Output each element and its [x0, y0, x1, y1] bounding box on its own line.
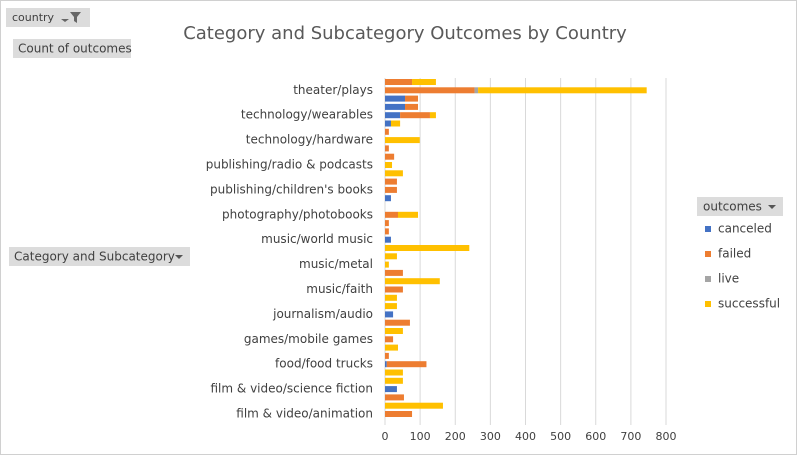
y-tick-label: theater/plays	[293, 83, 373, 97]
legend-label: successful	[718, 297, 780, 311]
bar-segment	[385, 220, 389, 227]
bar-segment	[385, 319, 410, 326]
bar-segment	[385, 411, 413, 417]
y-tick-label: music/faith	[306, 282, 373, 296]
legend-swatch	[705, 226, 711, 232]
values-label: Count of outcomes	[18, 42, 132, 56]
y-tick-label: film & video/animation	[236, 407, 373, 421]
bar-segment	[385, 245, 470, 251]
legend-swatch	[705, 301, 711, 307]
values-button[interactable]	[13, 39, 131, 58]
y-tick-label: music/world music	[261, 232, 373, 246]
bar-segment	[385, 336, 394, 343]
bar-segment	[412, 79, 436, 85]
x-tick-label: 400	[515, 430, 536, 443]
filter-button[interactable]	[6, 8, 90, 27]
x-tick-label: 800	[656, 430, 677, 443]
bar-segment	[385, 386, 397, 393]
y-tick-label: food/food trucks	[275, 357, 373, 371]
legend-button[interactable]	[697, 197, 783, 216]
bar-segment	[385, 228, 389, 235]
bar-segment	[385, 236, 391, 243]
legend-label: failed	[718, 247, 751, 261]
bar-segment	[385, 253, 397, 260]
dropdown-arrow	[768, 205, 776, 209]
bar-segment	[385, 269, 403, 276]
bar-segment	[385, 361, 387, 368]
x-tick-label: 100	[410, 430, 431, 443]
bar-segment	[385, 286, 403, 293]
bar-segment	[385, 79, 413, 85]
legend-field-label: outcomes	[703, 200, 762, 214]
bar-segment	[385, 328, 403, 334]
bar-segment	[474, 87, 479, 94]
y-tick-label: publishing/radio & podcasts	[206, 158, 373, 172]
x-tick-label: 600	[585, 430, 606, 443]
legend-swatch	[705, 276, 711, 282]
row-field-label: Category and Subcategory	[14, 250, 175, 264]
bar-segment	[385, 162, 393, 168]
bar-segment	[386, 361, 427, 368]
bar-segment	[385, 402, 443, 409]
bar-segment	[385, 112, 401, 119]
bar-segment	[385, 87, 475, 94]
legend-label: canceled	[718, 222, 772, 236]
bar-segment	[385, 195, 391, 202]
filter-icon	[61, 12, 81, 23]
bar-segment	[385, 95, 406, 102]
y-tick-label: journalism/audio	[272, 307, 373, 321]
bar-segment	[385, 352, 389, 359]
bar-segment	[405, 95, 419, 102]
bar-segment	[385, 369, 403, 376]
bar-segment	[385, 120, 391, 127]
bar-segment	[385, 137, 420, 144]
legend-swatch	[705, 251, 711, 257]
bar-segment	[385, 377, 403, 384]
bar-segment	[385, 153, 395, 160]
filter-label: country	[12, 11, 55, 24]
bar-segment	[385, 311, 394, 318]
bar-segment	[385, 145, 389, 152]
x-tick-label: 200	[445, 430, 466, 443]
x-tick-label: 0	[382, 430, 389, 443]
bar-segment	[397, 211, 419, 218]
bar-segment	[385, 211, 398, 218]
bar-segment	[385, 278, 440, 285]
bar-segment	[478, 87, 647, 94]
y-tick-label: technology/hardware	[246, 133, 373, 147]
bar-segment	[400, 112, 430, 119]
bar-segment	[385, 128, 389, 135]
bar-segment	[390, 120, 401, 127]
dropdown-arrow	[175, 255, 183, 259]
row-field-button[interactable]	[9, 247, 190, 266]
bar-segment	[385, 103, 406, 110]
chart-title: Category and Subcategory Outcomes by Cou…	[183, 23, 627, 44]
y-tick-label: music/metal	[299, 257, 373, 271]
bar-segment	[385, 294, 397, 301]
bar-segment	[385, 178, 397, 185]
bar-segment	[385, 394, 404, 401]
x-tick-label: 500	[550, 430, 571, 443]
bar-segment	[385, 344, 398, 351]
bar-segment	[385, 170, 403, 177]
y-tick-label: games/mobile games	[244, 332, 373, 346]
bar-segment	[385, 261, 389, 268]
y-tick-label: publishing/children's books	[210, 182, 373, 196]
bar-segment	[385, 186, 397, 193]
y-tick-label: technology/wearables	[241, 108, 373, 122]
bar-segment	[429, 112, 436, 119]
y-tick-label: film & video/science fiction	[211, 382, 374, 396]
bar-segment	[405, 103, 419, 110]
legend-label: live	[718, 272, 739, 286]
y-tick-label: photography/photobooks	[222, 207, 373, 221]
x-tick-label: 300	[480, 430, 501, 443]
x-tick-label: 700	[620, 430, 641, 443]
bar-segment	[385, 303, 397, 310]
